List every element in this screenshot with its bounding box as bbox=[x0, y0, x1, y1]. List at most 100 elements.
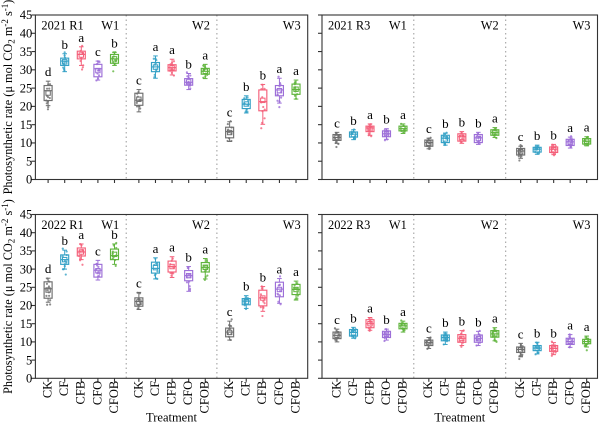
svg-text:a: a bbox=[367, 301, 373, 316]
svg-text:c: c bbox=[227, 105, 233, 120]
svg-text:CF: CF bbox=[57, 381, 71, 396]
svg-text:CFB: CFB bbox=[74, 381, 88, 405]
svg-text:CFB: CFB bbox=[255, 381, 269, 405]
svg-text:CFO: CFO bbox=[379, 381, 393, 405]
svg-text:a: a bbox=[202, 242, 208, 257]
svg-text:c: c bbox=[334, 115, 340, 130]
svg-text:b: b bbox=[350, 113, 357, 128]
svg-text:a: a bbox=[293, 264, 299, 279]
svg-text:a: a bbox=[492, 311, 498, 326]
svg-text:0: 0 bbox=[26, 173, 32, 187]
svg-text:c: c bbox=[426, 321, 432, 336]
svg-text:CFOB: CFOB bbox=[107, 381, 121, 414]
svg-text:a: a bbox=[277, 61, 283, 76]
svg-text:b: b bbox=[61, 233, 68, 248]
svg-text:a: a bbox=[400, 107, 406, 122]
svg-text:CFB: CFB bbox=[164, 381, 178, 405]
svg-text:a: a bbox=[202, 47, 208, 62]
svg-text:2022 R1: 2022 R1 bbox=[41, 218, 83, 232]
svg-text:CFO: CFO bbox=[181, 381, 195, 405]
svg-text:a: a bbox=[277, 262, 283, 277]
svg-text:d: d bbox=[45, 64, 52, 79]
svg-text:40: 40 bbox=[20, 226, 33, 240]
svg-text:CFOB: CFOB bbox=[395, 381, 409, 414]
svg-text:W1: W1 bbox=[389, 218, 407, 232]
svg-text:c: c bbox=[426, 121, 432, 136]
svg-text:30: 30 bbox=[20, 63, 33, 77]
svg-text:b: b bbox=[459, 115, 466, 130]
svg-text:c: c bbox=[95, 44, 101, 59]
svg-text:b: b bbox=[475, 314, 482, 329]
svg-text:a: a bbox=[153, 39, 159, 54]
svg-text:CK: CK bbox=[421, 381, 435, 398]
svg-text:20: 20 bbox=[20, 100, 33, 114]
svg-text:CFOB: CFOB bbox=[579, 381, 593, 414]
svg-text:a: a bbox=[567, 318, 573, 333]
svg-text:20: 20 bbox=[20, 299, 33, 313]
svg-text:CFO: CFO bbox=[90, 381, 104, 405]
svg-text:b: b bbox=[383, 112, 390, 127]
svg-text:W2: W2 bbox=[481, 19, 499, 33]
svg-text:35: 35 bbox=[20, 45, 33, 59]
svg-text:25: 25 bbox=[20, 81, 33, 95]
svg-text:b: b bbox=[534, 128, 541, 143]
svg-text:CFOB: CFOB bbox=[487, 381, 501, 414]
svg-text:a: a bbox=[584, 120, 590, 135]
svg-text:35: 35 bbox=[20, 244, 33, 258]
svg-text:c: c bbox=[136, 73, 142, 88]
svg-text:b: b bbox=[383, 312, 390, 327]
svg-text:25: 25 bbox=[20, 281, 33, 295]
svg-text:CK: CK bbox=[131, 381, 145, 398]
svg-text:W3: W3 bbox=[573, 19, 591, 33]
svg-text:a: a bbox=[78, 30, 84, 45]
svg-text:10: 10 bbox=[20, 335, 33, 349]
svg-text:0: 0 bbox=[26, 372, 32, 386]
svg-text:Treatment: Treatment bbox=[434, 411, 485, 425]
svg-text:W2: W2 bbox=[192, 218, 210, 232]
svg-text:45: 45 bbox=[20, 208, 33, 222]
svg-text:Treatment: Treatment bbox=[146, 411, 197, 425]
svg-text:c: c bbox=[518, 326, 524, 341]
svg-text:CF: CF bbox=[148, 381, 162, 396]
svg-text:10: 10 bbox=[20, 136, 33, 150]
svg-text:CFOB: CFOB bbox=[198, 381, 212, 414]
svg-text:30: 30 bbox=[20, 262, 33, 276]
svg-text:a: a bbox=[169, 42, 175, 57]
svg-text:b: b bbox=[475, 115, 482, 130]
svg-text:b: b bbox=[442, 116, 449, 131]
svg-text:a: a bbox=[584, 319, 590, 334]
svg-text:b: b bbox=[185, 250, 192, 265]
svg-text:CFO: CFO bbox=[272, 381, 286, 405]
svg-text:c: c bbox=[227, 304, 233, 319]
svg-text:b: b bbox=[550, 326, 557, 341]
svg-text:b: b bbox=[185, 56, 192, 71]
svg-text:CFO: CFO bbox=[471, 381, 485, 405]
svg-text:a: a bbox=[567, 120, 573, 135]
svg-text:2021 R3: 2021 R3 bbox=[328, 19, 370, 33]
svg-text:CFB: CFB bbox=[362, 381, 376, 405]
svg-text:CK: CK bbox=[222, 381, 236, 398]
svg-text:W1: W1 bbox=[389, 19, 407, 33]
svg-text:15: 15 bbox=[20, 118, 33, 132]
svg-text:W3: W3 bbox=[573, 218, 591, 232]
svg-text:Photosynthetic rate (μ mol CO2: Photosynthetic rate (μ mol CO2 m-2 s-1) bbox=[0, 199, 17, 394]
svg-text:a: a bbox=[169, 240, 175, 255]
svg-text:CK: CK bbox=[513, 381, 527, 398]
svg-text:CK: CK bbox=[329, 381, 343, 398]
svg-text:b: b bbox=[260, 67, 267, 82]
svg-text:a: a bbox=[293, 63, 299, 78]
svg-text:b: b bbox=[260, 270, 267, 285]
svg-text:CF: CF bbox=[438, 381, 452, 396]
svg-text:W2: W2 bbox=[481, 218, 499, 232]
svg-text:40: 40 bbox=[20, 26, 33, 40]
svg-text:b: b bbox=[442, 315, 449, 330]
svg-text:b: b bbox=[350, 310, 357, 325]
svg-text:a: a bbox=[367, 107, 373, 122]
svg-text:b: b bbox=[550, 127, 557, 142]
svg-text:CF: CF bbox=[346, 381, 360, 396]
svg-text:b: b bbox=[61, 37, 68, 52]
svg-text:W2: W2 bbox=[192, 19, 210, 33]
svg-text:c: c bbox=[136, 275, 142, 290]
svg-text:W1: W1 bbox=[101, 218, 119, 232]
svg-text:b: b bbox=[534, 325, 541, 340]
